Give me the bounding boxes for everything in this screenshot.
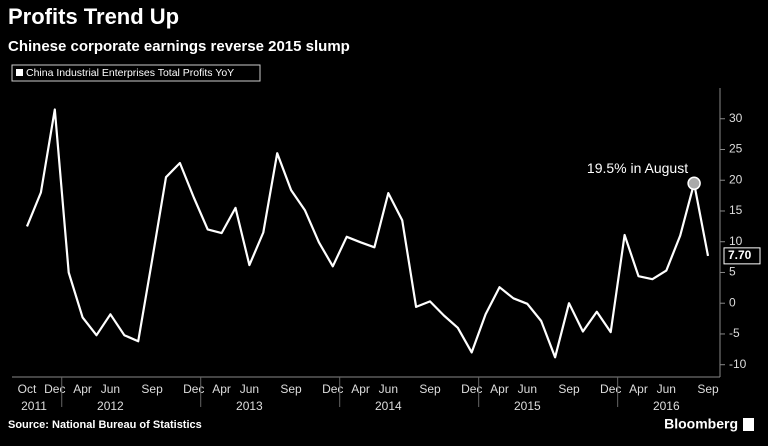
chart-subtitle: Chinese corporate earnings reverse 2015 … bbox=[8, 38, 350, 55]
brand: Bloomberg bbox=[664, 416, 738, 432]
brand-icon bbox=[743, 418, 754, 431]
x-tick-label: Sep bbox=[697, 382, 719, 396]
last-value-box bbox=[723, 247, 761, 265]
y-tick-label: 15 bbox=[729, 203, 743, 217]
legend-label: China Industrial Enterprises Total Profi… bbox=[26, 67, 234, 79]
annotation: 19.5% in August bbox=[587, 160, 688, 176]
year-label: 2015 bbox=[514, 399, 541, 413]
annotation-marker bbox=[687, 176, 701, 191]
y-tick-label: 25 bbox=[729, 142, 743, 156]
x-tick-label: Apr bbox=[629, 382, 648, 396]
x-tick-label: Jun bbox=[657, 382, 676, 396]
source: Source: National Bureau of Statistics bbox=[8, 419, 202, 431]
x-tick-label: Sep bbox=[558, 382, 580, 396]
x-tick-label: Jun bbox=[379, 382, 398, 396]
y-tick-label: 10 bbox=[729, 234, 743, 248]
year-label: 2012 bbox=[97, 399, 124, 413]
y-tick-label: -5 bbox=[729, 326, 740, 340]
x-tick-label: Apr bbox=[73, 382, 92, 396]
y-tick-label: 20 bbox=[729, 172, 743, 186]
y-tick-label: 5 bbox=[729, 265, 736, 279]
y-tick-label: 30 bbox=[729, 111, 743, 125]
y-tick-label: -10 bbox=[729, 357, 747, 371]
line bbox=[25, 108, 710, 359]
year-label: 2013 bbox=[236, 399, 263, 413]
last-value-label: 7.70 bbox=[728, 248, 752, 262]
x-tick-label: Dec bbox=[600, 382, 621, 396]
x-tick-label: Jun bbox=[518, 382, 537, 396]
x-tick-label: Sep bbox=[141, 382, 163, 396]
year-label: 2014 bbox=[375, 399, 402, 413]
year-label: 2016 bbox=[653, 399, 680, 413]
legend-box bbox=[11, 64, 261, 82]
x-tick-label: Dec bbox=[44, 382, 65, 396]
y-tick-label: 0 bbox=[729, 295, 736, 309]
x-tick-label: Apr bbox=[490, 382, 509, 396]
x-tick-label: Sep bbox=[419, 382, 441, 396]
x-tick-label: Apr bbox=[212, 382, 231, 396]
x-tick-label: Oct bbox=[18, 382, 37, 396]
x-tick-label: Jun bbox=[240, 382, 259, 396]
x-tick-label: Dec bbox=[461, 382, 482, 396]
x-tick-label: Dec bbox=[183, 382, 204, 396]
x-tick-label: Apr bbox=[351, 382, 370, 396]
x-tick-label: Dec bbox=[322, 382, 343, 396]
legend-swatch bbox=[16, 69, 23, 76]
x-tick-label: Sep bbox=[280, 382, 302, 396]
year-label: 2011 bbox=[21, 399, 47, 413]
x-tick-label: Jun bbox=[101, 382, 120, 396]
chart-title: Profits Trend Up bbox=[8, 4, 179, 29]
